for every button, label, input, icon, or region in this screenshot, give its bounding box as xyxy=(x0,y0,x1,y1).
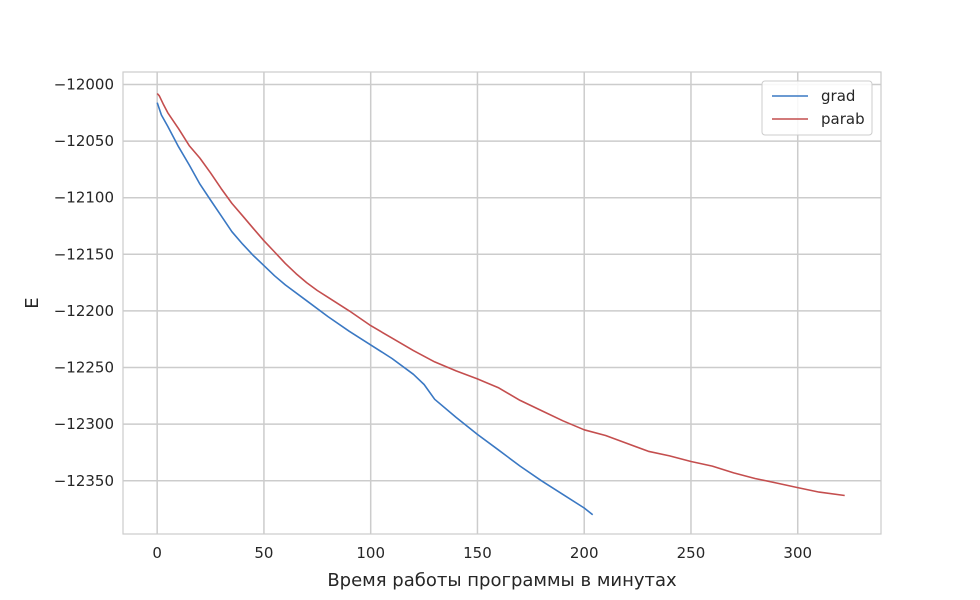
plot-frame xyxy=(122,71,882,535)
x-tick-label: 300 xyxy=(783,544,812,562)
legend: grad parab xyxy=(761,80,873,136)
y-tick-label: −12350 xyxy=(54,472,114,490)
x-tick-label: 0 xyxy=(152,544,162,562)
x-tick-label: 150 xyxy=(463,544,492,562)
grid-lines xyxy=(123,72,881,534)
y-tick-label: −12000 xyxy=(54,75,114,93)
y-tick-label: −12200 xyxy=(54,302,114,320)
y-tick-label: −12050 xyxy=(54,132,114,150)
y-tick-label: −12150 xyxy=(54,245,114,263)
y-tick-labels: −12000 −12050 −12100 −12150 −12200 −12250 −123… xyxy=(54,75,114,489)
plot-background xyxy=(123,72,881,534)
x-tick-label: 250 xyxy=(677,544,706,562)
y-tick-label: −12300 xyxy=(54,415,114,433)
x-tick-label: 50 xyxy=(254,544,273,562)
series-layer xyxy=(156,92,845,516)
series-line-parab xyxy=(156,92,845,497)
x-tick-label: 200 xyxy=(570,544,599,562)
y-tick-label: −12250 xyxy=(54,359,114,377)
series-line-grad xyxy=(156,102,594,516)
legend-frame xyxy=(761,80,873,136)
x-axis-label: Время работы программы в минутах xyxy=(327,570,677,591)
y-axis-label: E xyxy=(22,297,43,308)
x-tick-label: 100 xyxy=(356,544,385,562)
x-tick-labels: 0 50 100 150 200 250 300 xyxy=(152,544,812,562)
legend-label-parab: parab xyxy=(821,110,865,128)
y-tick-label: −12100 xyxy=(54,189,114,207)
legend-label-grad: grad xyxy=(821,87,855,105)
